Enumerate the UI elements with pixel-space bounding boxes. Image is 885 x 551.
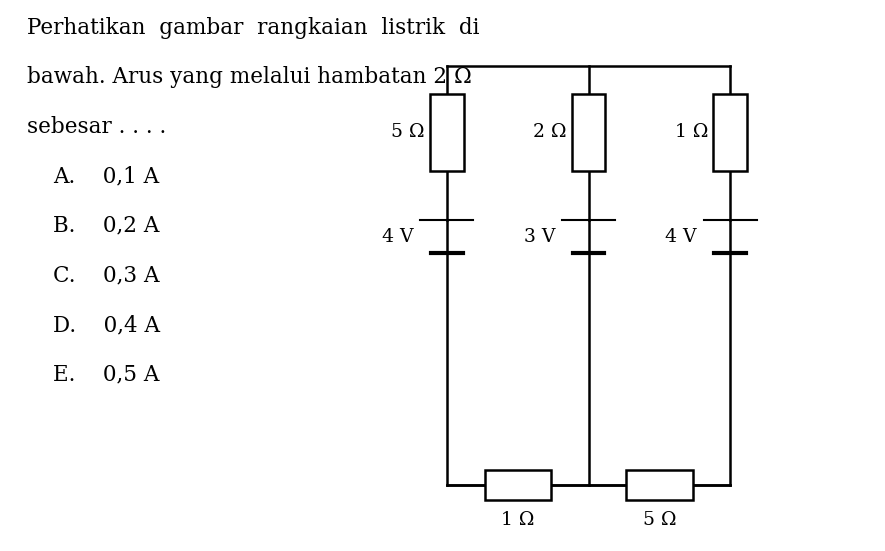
Bar <box>713 94 747 171</box>
Text: 5 Ω: 5 Ω <box>391 123 425 141</box>
Text: 5 Ω: 5 Ω <box>643 511 676 529</box>
Text: A.    0,1 A: A. 0,1 A <box>53 165 159 187</box>
Text: 4 V: 4 V <box>665 228 696 246</box>
Text: 2 Ω: 2 Ω <box>533 123 566 141</box>
Text: Perhatikan  gambar  rangkaian  listrik  di: Perhatikan gambar rangkaian listrik di <box>27 17 479 39</box>
Text: E.    0,5 A: E. 0,5 A <box>53 364 159 386</box>
Bar <box>572 94 605 171</box>
Text: 1 Ω: 1 Ω <box>501 511 535 529</box>
Text: B.    0,2 A: B. 0,2 A <box>53 215 159 237</box>
Text: 3 V: 3 V <box>524 228 555 246</box>
Text: sebesar . . . .: sebesar . . . . <box>27 116 165 138</box>
Bar <box>627 469 693 500</box>
Bar <box>430 94 464 171</box>
Text: 4 V: 4 V <box>381 228 413 246</box>
Text: bawah. Arus yang melalui hambatan 2 Ω: bawah. Arus yang melalui hambatan 2 Ω <box>27 66 472 88</box>
Text: D.    0,4 A: D. 0,4 A <box>53 314 160 336</box>
Text: C.    0,3 A: C. 0,3 A <box>53 264 159 287</box>
Text: 1 Ω: 1 Ω <box>674 123 708 141</box>
Bar <box>485 469 550 500</box>
